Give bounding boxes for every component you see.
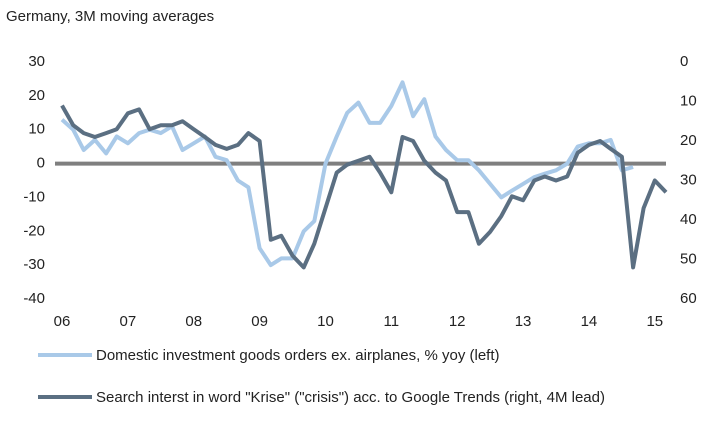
y-tick-label: 0: [37, 155, 45, 172]
x-tick-label: 08: [185, 313, 202, 330]
y2-tick-label: 40: [680, 211, 697, 228]
y-tick-label: -40: [23, 290, 45, 307]
y2-tick-label: 20: [680, 132, 697, 149]
series-line: [60, 80, 634, 268]
y-tick-label: 20: [28, 87, 45, 104]
y2-tick-label: 0: [680, 53, 688, 70]
legend-label: Search interst in word "Krise" ("crisis"…: [96, 389, 605, 406]
y-tick-label: 10: [28, 121, 45, 138]
legend-label: Domestic investment goods orders ex. air…: [96, 347, 500, 364]
x-tick-label: 09: [251, 313, 268, 330]
x-tick-label: 07: [120, 313, 137, 330]
x-tick-label: 12: [449, 313, 466, 330]
series-line: [60, 104, 668, 270]
x-tick-label: 14: [581, 313, 598, 330]
x-tick-label: 11: [384, 313, 400, 330]
x-tick-label: 13: [515, 313, 532, 330]
y-tick-label: 30: [28, 53, 45, 70]
y-tick-label: -30: [23, 256, 45, 273]
x-tick-label: 06: [54, 313, 71, 330]
y2-tick-label: 50: [680, 250, 697, 267]
chart-title: Germany, 3M moving averages: [6, 8, 215, 25]
y2-tick-label: 60: [680, 290, 697, 307]
x-tick-label: 10: [317, 313, 334, 330]
x-tick-label: 15: [646, 313, 663, 330]
y-tick-label: -10: [23, 188, 45, 205]
y-tick-label: -20: [23, 222, 45, 239]
y2-tick-label: 10: [680, 92, 697, 109]
y2-tick-label: 30: [680, 171, 697, 188]
